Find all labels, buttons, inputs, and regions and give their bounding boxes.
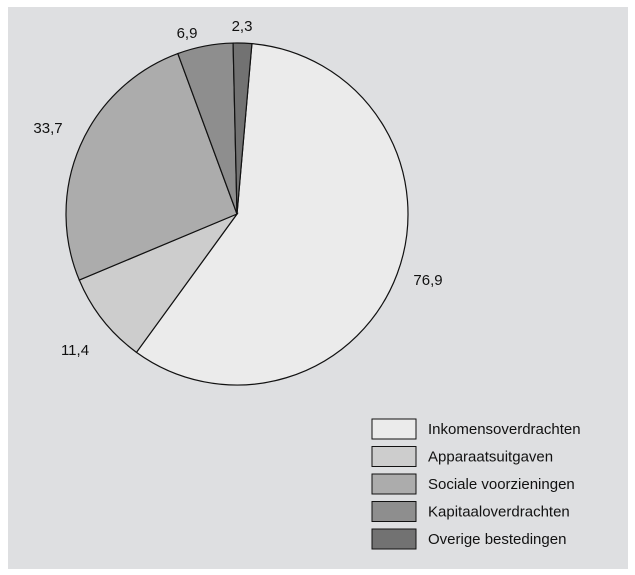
- pie-slice-inkomensoverdrachten: [135, 42, 409, 386]
- pie-slice-apparaatsuitgaven: [78, 212, 239, 354]
- slice-value-label: 76,9: [413, 272, 442, 289]
- legend-label: Overige bestedingen: [428, 531, 566, 548]
- pie-slices: [65, 42, 409, 386]
- chart-panel: 76,9 11,4 33,7 6,9 2,3 Inkomensoverdrachten A…: [8, 7, 628, 569]
- legend-label: Sociale voorzieningen: [428, 476, 575, 493]
- legend-label: Inkomensoverdrachten: [428, 421, 581, 438]
- slice-value-label: 11,4: [61, 342, 89, 359]
- legend-swatch: [371, 418, 417, 440]
- legend: Inkomensoverdrachten Apparaatsuitgaven Soc…: [371, 418, 581, 550]
- legend-swatch: [371, 528, 417, 550]
- slice-value-label: 33,7: [33, 120, 62, 137]
- legend-label: Kapitaaloverdrachten: [428, 504, 570, 521]
- pie-slice-sociale-voorzieningen: [65, 52, 238, 281]
- legend-swatch: [371, 501, 417, 522]
- pie-slice-overige-bestedingen: [232, 42, 253, 215]
- pie-chart: 76,9 11,4 33,7 6,9 2,3 Inkomensoverdrachten A…: [33, 18, 581, 550]
- legend-swatch: [371, 446, 417, 467]
- slice-value-label: 6,9: [177, 25, 198, 42]
- legend-label: Apparaatsuitgaven: [428, 449, 553, 466]
- slice-value-label: 2,3: [232, 18, 253, 35]
- legend-swatch: [371, 473, 417, 495]
- pie-value-labels: 76,9 11,4 33,7 6,9 2,3: [33, 18, 442, 359]
